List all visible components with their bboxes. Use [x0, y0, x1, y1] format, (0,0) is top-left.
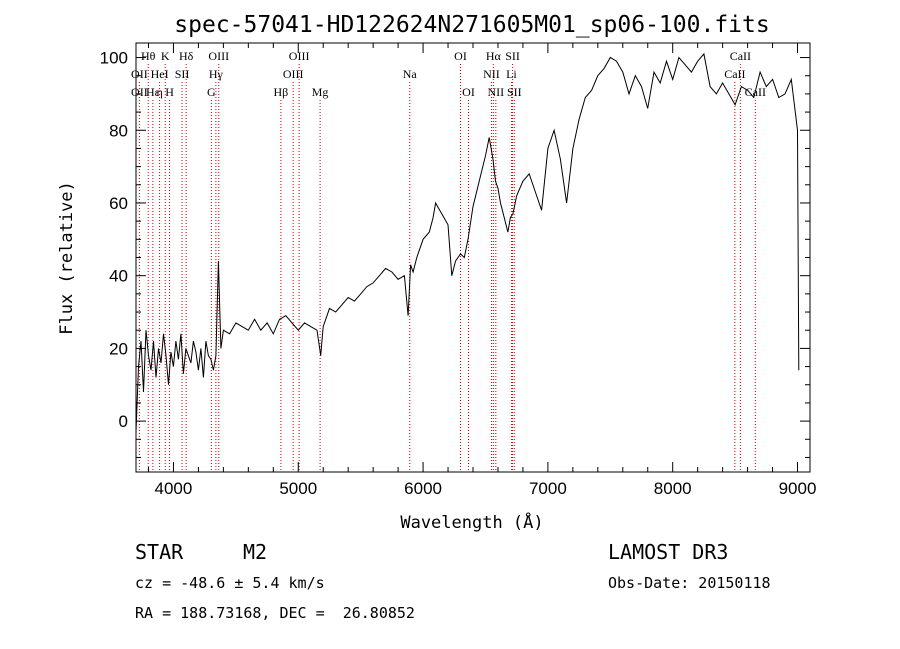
- spectral-line-label: OIII: [289, 49, 310, 63]
- spectral-line-label: K: [161, 49, 170, 63]
- axis-ticks: 4000 5000 6000 7000 8000 9000 0 20 40 60 80 100: [100, 43, 817, 498]
- x-tick-label: 6000: [404, 479, 442, 498]
- spectral-line-label: Na: [403, 67, 418, 81]
- spectral-line-label: Hα: [486, 49, 502, 63]
- x-tick-label: 4000: [155, 479, 193, 498]
- spectral-line-label: Li: [506, 67, 517, 81]
- x-axis-label: Wavelength (Å): [400, 511, 543, 533]
- spectral-line-label: OIII: [208, 49, 229, 63]
- spectral-line-label: Hθ: [141, 49, 156, 63]
- spectral-line-label: CaII: [730, 49, 751, 63]
- chart-title: spec-57041-HD122624N271605M01_sp06-100.f…: [174, 12, 769, 38]
- spectral-line-label: OII: [131, 67, 148, 81]
- spectral-line-label: NII: [483, 67, 500, 81]
- x-tick-label: 9000: [779, 479, 817, 498]
- y-axis-label: Flux (relative): [57, 181, 77, 335]
- spectral-line-label: NII: [488, 85, 505, 99]
- object-subclass: M2: [243, 540, 268, 564]
- y-tick-label: 60: [109, 194, 128, 213]
- x-tick-label: 7000: [529, 479, 567, 498]
- spectral-line-label: OII: [131, 85, 148, 99]
- spectral-line-label: SII: [505, 49, 520, 63]
- y-tick-label: 20: [109, 339, 128, 358]
- spectral-line-label: OI: [462, 85, 475, 99]
- y-tick-label: 100: [100, 49, 128, 68]
- spectral-line-label: Hβ: [274, 85, 289, 99]
- y-tick-label: 0: [119, 412, 128, 431]
- y-tick-label: 40: [109, 267, 128, 286]
- x-tick-label: 8000: [654, 479, 692, 498]
- spectral-line-label: Hγ: [209, 67, 224, 81]
- spectral-line-label: G: [207, 85, 216, 99]
- spectral-line-label: OIII: [283, 67, 304, 81]
- spectral-line-label: HeI: [151, 67, 169, 81]
- spectral-line-label: SII: [507, 85, 522, 99]
- spectrum-series-line: [135, 52, 800, 433]
- x-tick-label: 5000: [279, 479, 317, 498]
- coordinates: RA = 188.73168, DEC = 26.80852: [135, 604, 415, 622]
- spectral-line-label: η: [156, 85, 162, 99]
- object-class: STAR: [135, 540, 184, 564]
- spectral-line-label: Hδ: [179, 49, 194, 63]
- spectral-line-label: Hε: [146, 85, 160, 99]
- observation-date: Obs-Date: 20150118: [608, 574, 771, 592]
- spectral-line-label: CaII: [724, 67, 745, 81]
- spectral-line-label: H: [165, 85, 174, 99]
- survey-name: LAMOST DR3: [608, 540, 729, 564]
- spectral-line-label: SII: [175, 67, 190, 81]
- y-tick-label: 80: [109, 121, 128, 140]
- spectral-line-label: OI: [454, 49, 467, 63]
- spectral-line-label: Mg: [312, 85, 329, 99]
- plot-frame: [135, 42, 811, 473]
- redshift-velocity: cz = -48.6 ± 5.4 km/s: [135, 574, 325, 592]
